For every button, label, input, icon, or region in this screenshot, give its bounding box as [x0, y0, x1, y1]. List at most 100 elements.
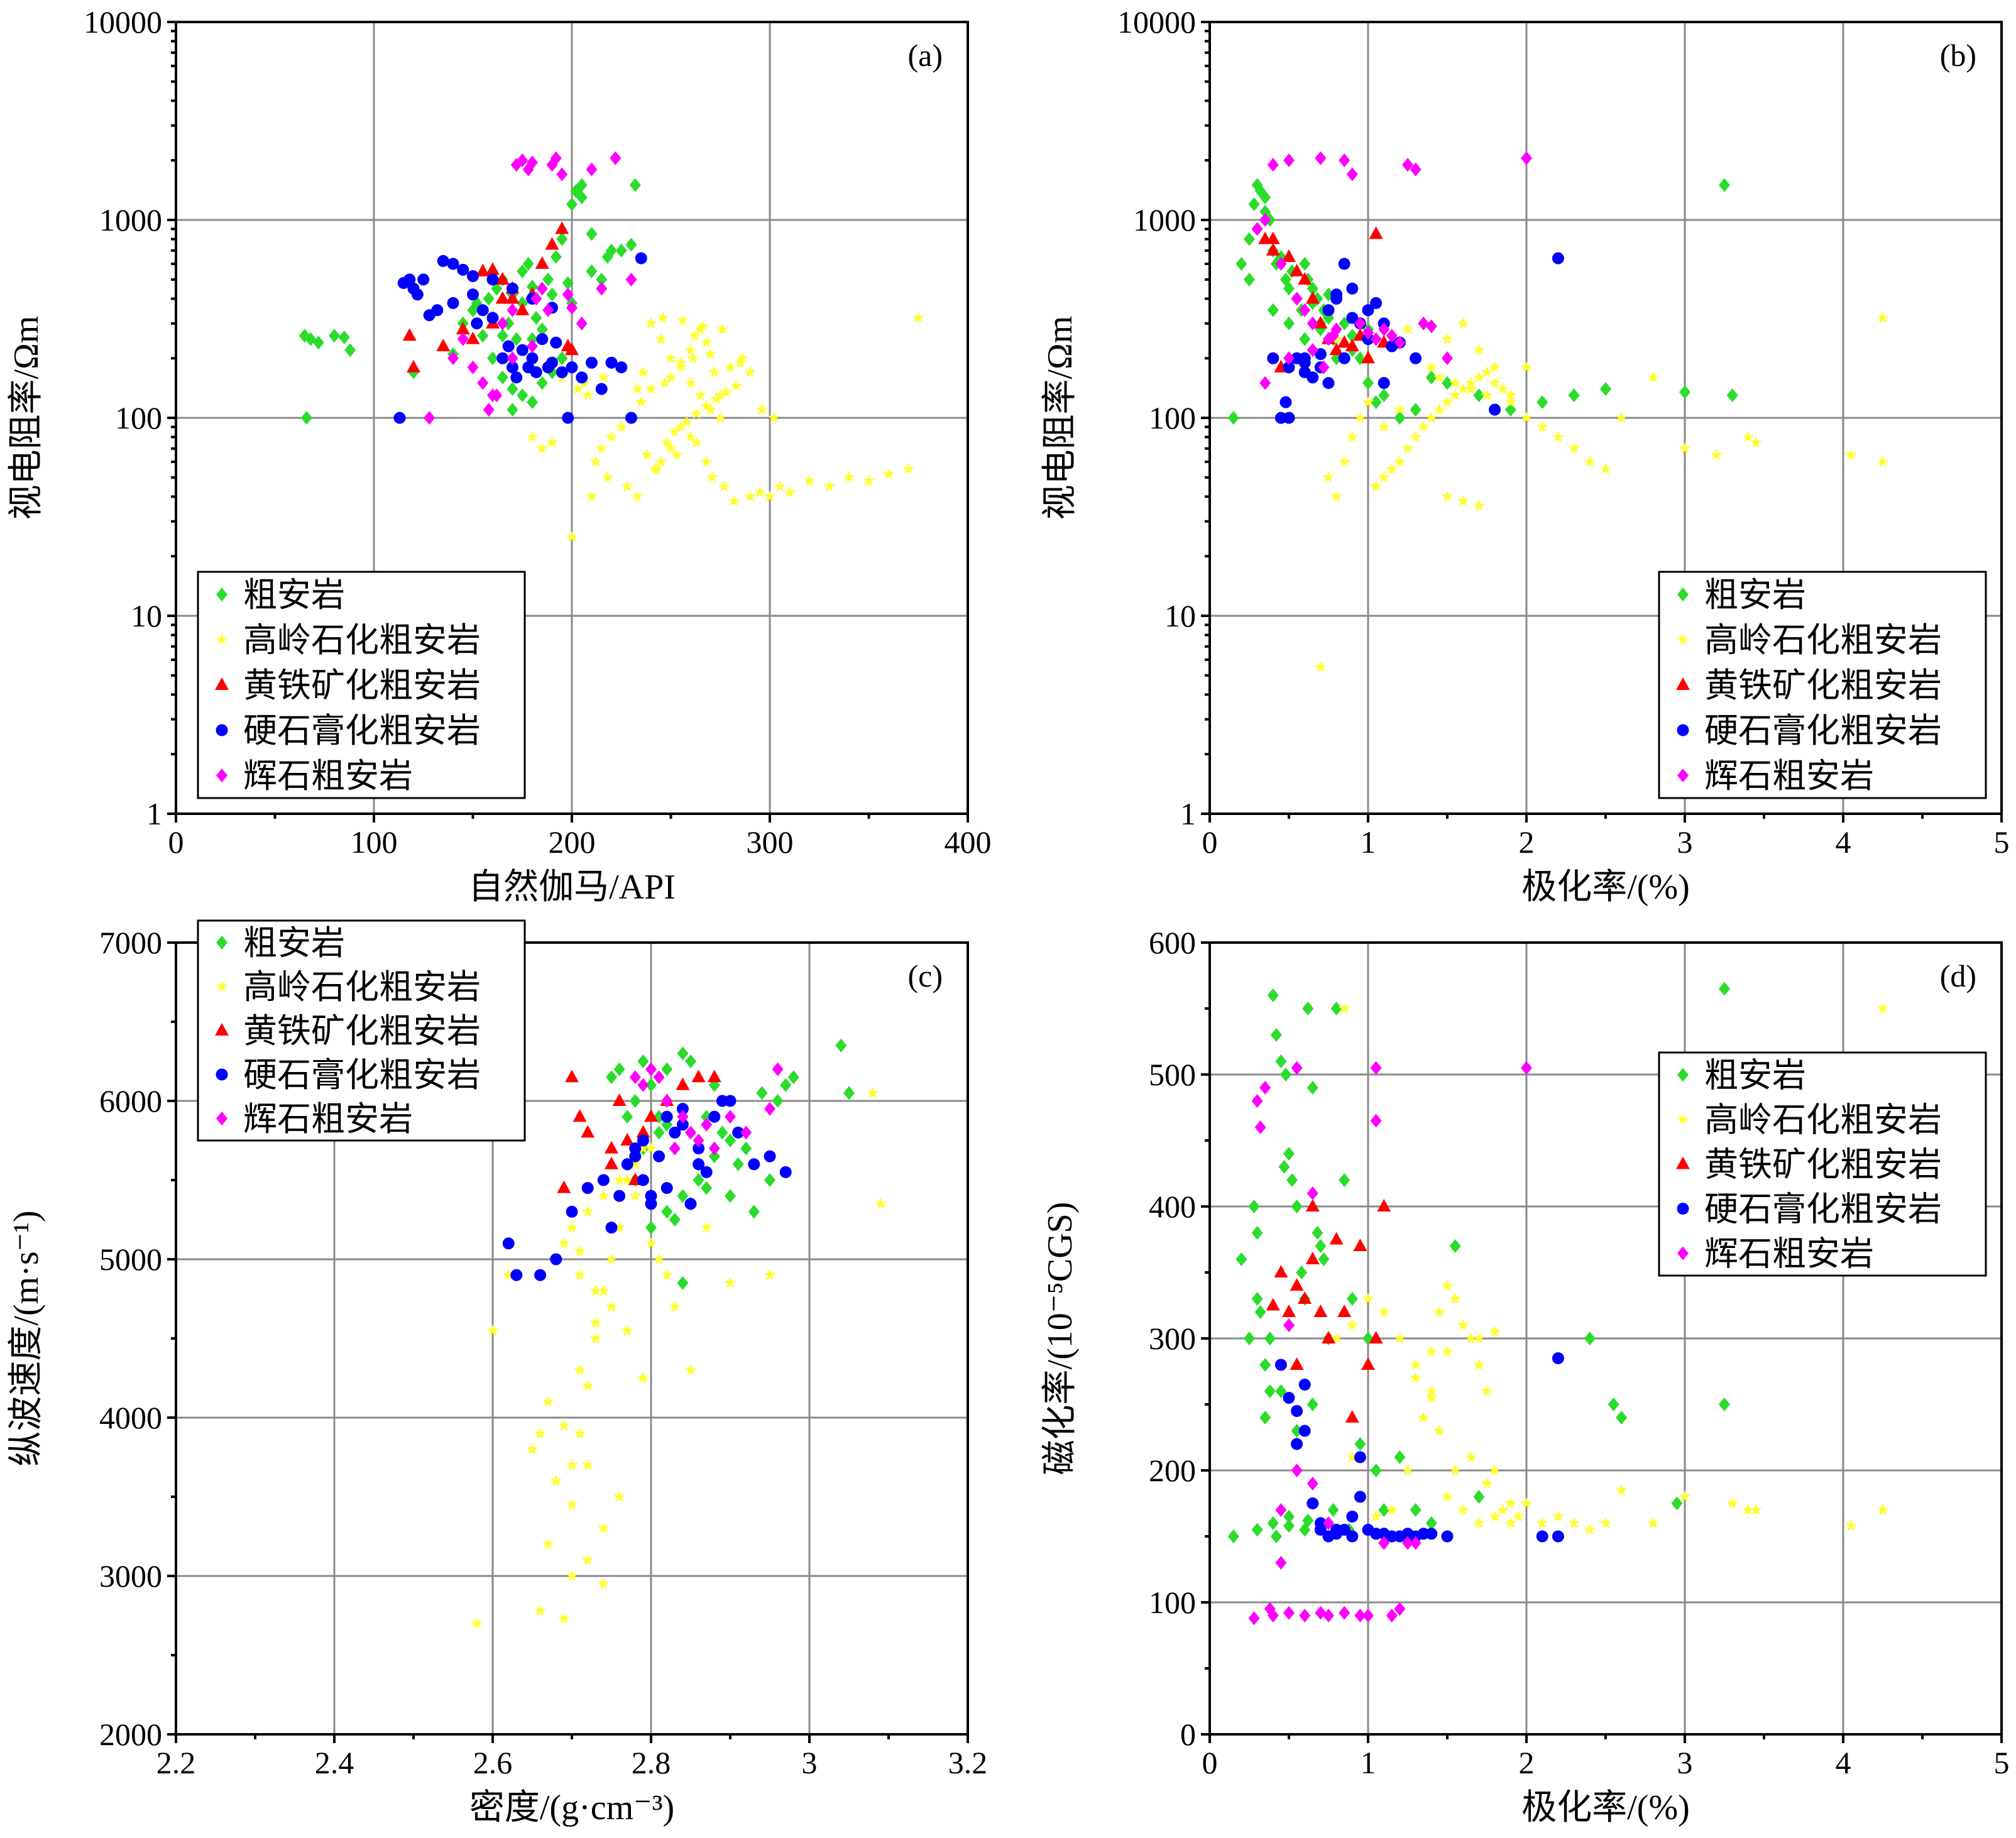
data-point	[615, 420, 628, 432]
data-point	[483, 402, 495, 417]
plot-frame	[1208, 941, 2003, 1736]
data-point	[1327, 329, 1339, 343]
legend-marker	[216, 936, 227, 949]
legend-marker	[1677, 724, 1689, 736]
data-point	[1378, 1306, 1390, 1318]
data-point	[1552, 1510, 1564, 1522]
data-point	[1457, 317, 1469, 329]
data-point	[641, 448, 654, 460]
data-point	[1259, 190, 1271, 205]
data-point	[684, 1364, 697, 1376]
x-tick-label: 2.4	[315, 1745, 354, 1780]
data-point	[486, 1324, 499, 1336]
data-point	[1279, 1068, 1291, 1081]
data-point	[1298, 1425, 1311, 1437]
data-point	[565, 1069, 579, 1083]
data-point	[527, 339, 538, 354]
y-tick-label: 2000	[99, 1717, 162, 1752]
data-point	[586, 490, 598, 502]
data-point	[653, 1150, 666, 1162]
data-point	[1410, 402, 1422, 417]
data-point	[586, 227, 598, 241]
data-point	[566, 1570, 578, 1582]
data-point	[676, 1119, 689, 1131]
legend-marker	[216, 724, 228, 736]
y-axis-title: 纵波速度/(m·s⁻¹)	[7, 1210, 46, 1466]
data-point	[645, 1237, 657, 1249]
data-point	[536, 282, 548, 296]
data-point	[1425, 1385, 1438, 1397]
data-point	[1338, 352, 1350, 364]
data-point	[803, 474, 816, 486]
legend-label: 粗安岩	[243, 924, 345, 962]
legend-box	[197, 571, 526, 799]
data-point	[708, 1149, 720, 1164]
data-point	[1270, 1028, 1282, 1042]
data-point	[597, 1174, 610, 1186]
data-point	[1449, 389, 1462, 401]
data-point	[677, 1276, 689, 1290]
legend-marker	[216, 769, 227, 782]
data-point	[1354, 1609, 1366, 1622]
data-point	[1251, 1292, 1263, 1306]
data-point	[1671, 1496, 1683, 1511]
data-point	[576, 371, 588, 384]
data-point	[556, 232, 568, 246]
data-point	[1679, 1491, 1691, 1502]
data-point	[1338, 258, 1350, 270]
x-tick-label: 100	[351, 824, 398, 860]
data-point	[637, 1134, 649, 1147]
data-point	[566, 1205, 578, 1218]
data-point	[1402, 158, 1413, 172]
data-point	[1481, 366, 1493, 378]
data-point	[522, 256, 534, 271]
data-point	[677, 1110, 689, 1124]
x-tick-label: 0	[1202, 1745, 1218, 1780]
data-point	[589, 1332, 602, 1344]
data-point	[1291, 1405, 1303, 1417]
y-tick-label: 100	[1149, 1585, 1196, 1620]
data-point	[1481, 1477, 1493, 1489]
data-point	[1346, 1451, 1359, 1463]
data-point	[1259, 213, 1271, 227]
data-point	[431, 304, 444, 317]
data-point	[1302, 1002, 1314, 1015]
data-point	[1378, 1536, 1390, 1550]
data-point	[550, 336, 562, 349]
data-point	[606, 1070, 617, 1085]
data-point	[645, 1078, 657, 1092]
data-point	[534, 1269, 547, 1281]
data-point	[787, 1070, 799, 1085]
data-point	[1291, 1061, 1303, 1075]
legend-label: 高岭石化粗安岩	[243, 621, 481, 659]
data-point	[1362, 325, 1374, 340]
data-point	[1298, 352, 1311, 364]
data-point	[1298, 1291, 1312, 1304]
data-point	[545, 237, 559, 250]
y-tick-label: 7000	[99, 925, 162, 960]
data-point	[581, 1125, 595, 1138]
data-point	[1876, 311, 1889, 323]
data-point	[1314, 660, 1327, 672]
data-point	[601, 471, 614, 483]
data-point	[645, 1198, 657, 1210]
data-point	[724, 1276, 737, 1288]
data-point	[1244, 272, 1255, 287]
data-point	[1318, 1252, 1330, 1266]
data-point	[300, 411, 312, 425]
data-point	[1296, 1266, 1308, 1279]
data-point	[622, 1110, 633, 1124]
data-point	[1615, 412, 1628, 424]
data-point	[486, 273, 499, 286]
legend-marker	[1677, 769, 1689, 782]
data-point	[527, 155, 538, 170]
data-point	[517, 388, 529, 403]
data-point	[1370, 480, 1383, 492]
data-point	[1346, 1511, 1359, 1523]
data-point	[863, 474, 875, 486]
data-point	[457, 332, 469, 346]
data-point	[507, 361, 518, 374]
data-point	[1302, 1513, 1314, 1528]
data-point	[701, 1181, 713, 1195]
data-point	[843, 1086, 855, 1100]
